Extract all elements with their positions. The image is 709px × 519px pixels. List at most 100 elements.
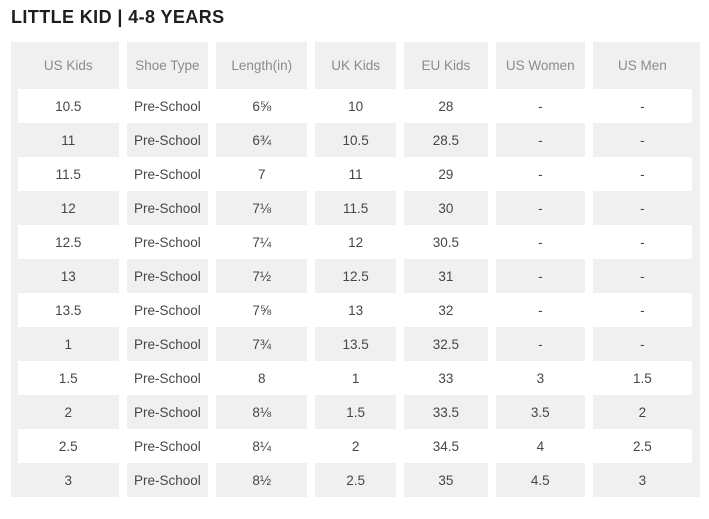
cell: - xyxy=(495,327,593,361)
cell: 12.5 xyxy=(18,225,127,259)
table-row: 11.5 Pre-School 7 11 29- - xyxy=(18,157,692,191)
cell: 32.5 xyxy=(404,327,496,361)
cell: 7⅝ xyxy=(216,293,316,327)
cell: 10 xyxy=(315,89,404,123)
cell: Pre-School xyxy=(126,89,217,123)
table-row: 12.5 Pre-School 7¼ 12 30.5- - xyxy=(18,225,692,259)
cell: 7¼ xyxy=(216,225,316,259)
cell: 7⅛ xyxy=(216,191,316,225)
cell: 11.5 xyxy=(315,191,404,225)
cell: 2.5 xyxy=(315,463,404,497)
column-header: UK Kids xyxy=(315,42,404,89)
cell: - xyxy=(495,225,593,259)
table-row: 12 Pre-School 7⅛ 11.5 30- - xyxy=(18,191,692,225)
table-row: 11 Pre-School 6¾ 10.5 28.5- - xyxy=(18,123,692,157)
cell: 13 xyxy=(18,259,127,293)
page-title: LITTLE KID | 4-8 YEARS xyxy=(11,7,225,27)
table-row: 1.5 Pre-School 8 1 33 3 1.5 xyxy=(18,361,692,395)
cell: Pre-School xyxy=(126,191,217,225)
table-row: 1 Pre-School 7¾ 13.5 32.5- - xyxy=(18,327,692,361)
cell: 35 xyxy=(404,463,496,497)
cell: 3.5 xyxy=(495,395,593,429)
cell: 33 xyxy=(404,361,496,395)
cell: - xyxy=(592,157,692,191)
column-header: EU Kids xyxy=(404,42,496,89)
table-row: 2.5 Pre-School 8¼ 2 34.5 4 2.5 xyxy=(18,429,692,463)
column-header: Length(in) xyxy=(216,42,316,89)
cell: 1 xyxy=(18,327,127,361)
cell: - xyxy=(592,259,692,293)
table-header: US Kids Shoe Type Length(in) UK Kids EU Kids… xyxy=(18,42,692,89)
cell: 30 xyxy=(404,191,496,225)
cell: 11 xyxy=(18,123,127,157)
table-row: 13 Pre-School 7½ 12.5 31- - xyxy=(18,259,692,293)
cell: 8¼ xyxy=(216,429,316,463)
cell: Pre-School xyxy=(126,327,217,361)
cell: 3 xyxy=(18,463,127,497)
table-row: 2 Pre-School 8⅛ 1.5 33.5 3.5 2 xyxy=(18,395,692,429)
cell: 7½ xyxy=(216,259,316,293)
cell: Pre-School xyxy=(126,463,217,497)
cell: 34.5 xyxy=(404,429,496,463)
cell: 6⅝ xyxy=(216,89,316,123)
cell: 1.5 xyxy=(315,395,404,429)
cell: - xyxy=(495,123,593,157)
cell: - xyxy=(592,123,692,157)
size-table: US Kids Shoe Type Length(in) UK Kids EU Kids… xyxy=(18,42,692,497)
cell: 6¾ xyxy=(216,123,316,157)
cell: - xyxy=(592,293,692,327)
cell: 10.5 xyxy=(315,123,404,157)
cell: 2 xyxy=(18,395,127,429)
table-row: 10.5 Pre-School 6⅝ 10 28- - xyxy=(18,89,692,123)
cell: 4 xyxy=(495,429,593,463)
cell: - xyxy=(592,191,692,225)
cell: 12 xyxy=(315,225,404,259)
cell: 10.5 xyxy=(18,89,127,123)
table-row: 13.5 Pre-School 7⅝ 13 32- - xyxy=(18,293,692,327)
cell: 2 xyxy=(315,429,404,463)
cell: 2 xyxy=(592,395,692,429)
cell: - xyxy=(495,259,593,293)
cell: Pre-School xyxy=(126,157,217,191)
column-header: Shoe Type xyxy=(126,42,217,89)
cell: 12.5 xyxy=(315,259,404,293)
cell: 32 xyxy=(404,293,496,327)
cell: 33.5 xyxy=(404,395,496,429)
cell: 11.5 xyxy=(18,157,127,191)
column-header: US Kids xyxy=(18,42,127,89)
cell: 12 xyxy=(18,191,127,225)
cell: 31 xyxy=(404,259,496,293)
cell: 13.5 xyxy=(315,327,404,361)
cell: Pre-School xyxy=(126,429,217,463)
cell: Pre-School xyxy=(126,259,217,293)
cell: 8⅛ xyxy=(216,395,316,429)
cell: 2.5 xyxy=(18,429,127,463)
cell: - xyxy=(592,89,692,123)
cell: 3 xyxy=(592,463,692,497)
cell: 8½ xyxy=(216,463,316,497)
cell: 1.5 xyxy=(592,361,692,395)
cell: 30.5 xyxy=(404,225,496,259)
cell: - xyxy=(495,89,593,123)
cell: Pre-School xyxy=(126,225,217,259)
cell: 3 xyxy=(495,361,593,395)
header-row: US Kids Shoe Type Length(in) UK Kids EU Kids… xyxy=(18,42,692,89)
cell: - xyxy=(592,327,692,361)
cell: 28.5 xyxy=(404,123,496,157)
cell: 1.5 xyxy=(18,361,127,395)
cell: 4.5 xyxy=(495,463,593,497)
cell: Pre-School xyxy=(126,293,217,327)
cell: Pre-School xyxy=(126,395,217,429)
table-body: 10.5 Pre-School 6⅝ 10 28- -11 Pre-School 6¾ 10.5… xyxy=(18,89,692,497)
cell: 13.5 xyxy=(18,293,127,327)
cell: - xyxy=(495,191,593,225)
cell: - xyxy=(495,157,593,191)
cell: 1 xyxy=(315,361,404,395)
cell: 13 xyxy=(315,293,404,327)
size-table-container: US Kids Shoe Type Length(in) UK Kids EU Kids… xyxy=(11,42,700,497)
cell: 29 xyxy=(404,157,496,191)
cell: 28 xyxy=(404,89,496,123)
column-header: US Women xyxy=(495,42,593,89)
cell: 2.5 xyxy=(592,429,692,463)
